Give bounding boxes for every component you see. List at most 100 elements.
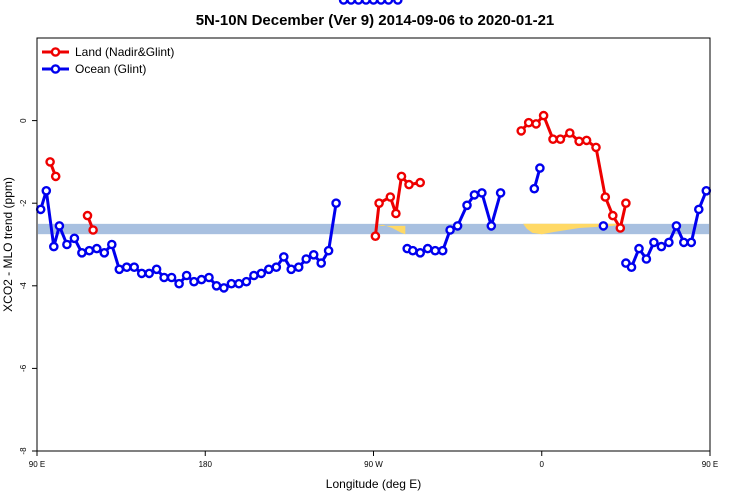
series-ocean-point (495, 188, 506, 198)
series-ocean-point (226, 278, 237, 289)
series-ocean-point (144, 268, 154, 279)
series-ocean-point (671, 221, 682, 231)
series-land (45, 110, 631, 241)
series-ocean-point (430, 245, 441, 256)
series-land-point (600, 192, 611, 202)
series-ocean-point (338, 0, 349, 5)
series-ocean-point (211, 280, 222, 291)
series-ocean-point (486, 221, 497, 231)
series-ocean-point (129, 262, 139, 273)
series-land-point (50, 171, 61, 182)
series-land-point (396, 171, 407, 182)
x-tick-label: 0 (540, 460, 545, 469)
x-axis: 90 E 180 90 W 0 90 E (29, 451, 718, 469)
series-land-point (548, 134, 558, 144)
series-ocean-point (368, 0, 379, 5)
series-land-point (581, 135, 592, 146)
series-ocean-point (92, 243, 102, 254)
series-ocean-point (664, 237, 674, 248)
x-axis-label: Longitude (deg E) (326, 477, 421, 491)
series-ocean-point (77, 247, 87, 258)
series-ocean-point (121, 262, 132, 273)
series-ocean-point (656, 241, 667, 252)
series-land-point (538, 110, 549, 121)
series-ocean-point (41, 185, 52, 196)
series-ocean-point (383, 0, 394, 5)
series-land-point (385, 192, 396, 202)
legend-land-marker (50, 47, 61, 57)
y-tick-label: -2 (19, 199, 28, 207)
series-ocean-point (301, 254, 312, 264)
series-ocean-point (151, 264, 162, 275)
series-ocean-point (271, 262, 282, 273)
series-land-point (615, 223, 626, 233)
series-land-point (523, 117, 534, 128)
series-ocean-point (469, 190, 480, 200)
series-ocean-point (686, 237, 697, 248)
series-ocean-point (422, 243, 433, 254)
plot-frame (36, 37, 711, 452)
legend-ocean-marker (50, 64, 61, 74)
series-ocean-point (694, 204, 704, 215)
series-ocean-point (535, 163, 545, 173)
series-ocean-point (35, 204, 46, 215)
series-ocean-point (415, 247, 426, 258)
series-ocean-point (331, 198, 341, 208)
series-land-point (415, 177, 426, 188)
series-land-point (621, 198, 631, 208)
series-layer (35, 0, 712, 293)
series-ocean-point (634, 243, 644, 254)
series-ocean-point (346, 0, 356, 5)
x-tick-label: 90 W (364, 460, 383, 469)
series-ocean-point (353, 0, 364, 5)
legend: Land (Nadir&Glint) Ocean (Glint) (42, 45, 174, 76)
series-ocean-point (159, 272, 169, 283)
reference-band (38, 223, 709, 235)
y-axis: 0 -2 -4 -6 -8 (19, 118, 37, 455)
y-axis-label: XCO2 - MLO trend (ppm) (1, 177, 15, 312)
series-ocean-point (54, 221, 65, 231)
y-tick-label: -6 (19, 364, 28, 372)
series-ocean-point (701, 185, 712, 196)
series-ocean-point (49, 241, 59, 252)
series-ocean-point (196, 274, 207, 285)
series-ocean-point (361, 0, 371, 5)
y-tick-label: -8 (19, 447, 28, 455)
series-ocean-point (256, 268, 267, 279)
series-ocean-point (219, 283, 229, 293)
series-land-point (516, 126, 527, 136)
series-ocean-point (84, 245, 95, 256)
series-ocean-point (293, 262, 304, 273)
series-ocean-point (452, 221, 463, 231)
series-ocean-point (462, 200, 472, 211)
series-ocean-point (286, 264, 297, 275)
series-ocean-point (241, 276, 252, 287)
series-ocean-point (649, 237, 659, 248)
series-ocean-point (107, 239, 117, 250)
series-land-point (391, 208, 401, 219)
chart-title: 5N-10N December (Ver 9) 2014-09-06 to 20… (196, 12, 555, 29)
series-land-point (565, 128, 575, 138)
series-ocean-point (323, 245, 334, 256)
y-tick-label: 0 (19, 118, 28, 123)
series-land-point (370, 231, 381, 241)
series-ocean-point (407, 245, 418, 256)
series-ocean-point (529, 183, 540, 194)
series-ocean-point (174, 278, 184, 289)
series-ocean-point (189, 276, 199, 287)
series-land-point (608, 210, 618, 221)
legend-ocean-label: Ocean (Glint) (75, 62, 146, 76)
series-ocean-point (136, 268, 147, 279)
series-land-point (82, 210, 93, 221)
series-ocean-point (679, 237, 689, 248)
series-land-point (88, 225, 98, 235)
series-ocean-point (99, 247, 110, 258)
series-ocean-point (393, 0, 403, 5)
series-land-point (555, 134, 566, 144)
x-tick-label: 90 E (29, 460, 45, 469)
series-ocean-point (69, 233, 80, 244)
series-ocean-point (316, 258, 327, 268)
series-land-point (45, 157, 55, 167)
series-land-point (531, 119, 541, 129)
